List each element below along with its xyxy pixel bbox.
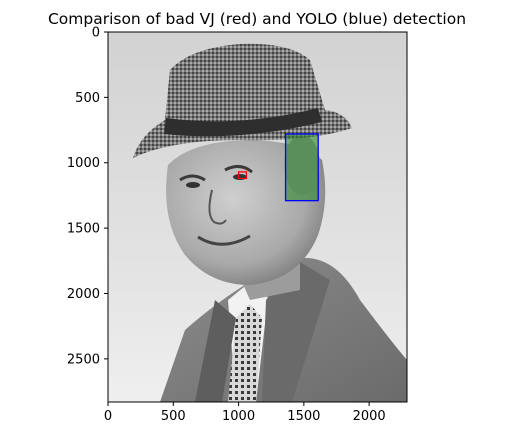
- x-axis: 0 500 1000 1500 2000: [104, 402, 386, 424]
- y-tick-label: 500: [75, 91, 100, 106]
- y-axis: 0 500 1000 1500 2000 2500: [67, 26, 108, 367]
- x-tick-label: 500: [161, 409, 186, 424]
- y-tick-label: 2000: [67, 287, 100, 302]
- plot-frame: [107, 31, 408, 403]
- x-tick-label: 0: [104, 409, 112, 424]
- x-tick-label: 1500: [287, 409, 320, 424]
- x-tick-label: 1000: [222, 409, 255, 424]
- vj-detection-box: [237, 171, 248, 180]
- detection-overlays: [237, 133, 319, 202]
- ear-highlight: [285, 133, 319, 201]
- y-tick-label: 1500: [67, 222, 100, 237]
- chart-title: Comparison of bad VJ (red) and YOLO (blu…: [48, 10, 466, 28]
- y-tick-label: 0: [92, 26, 100, 41]
- y-tick-label: 2500: [67, 352, 100, 367]
- y-tick-label: 1000: [67, 156, 100, 171]
- yolo-detection-box: [284, 133, 319, 202]
- portrait-image: [108, 32, 407, 402]
- x-tick-label: 2000: [353, 409, 386, 424]
